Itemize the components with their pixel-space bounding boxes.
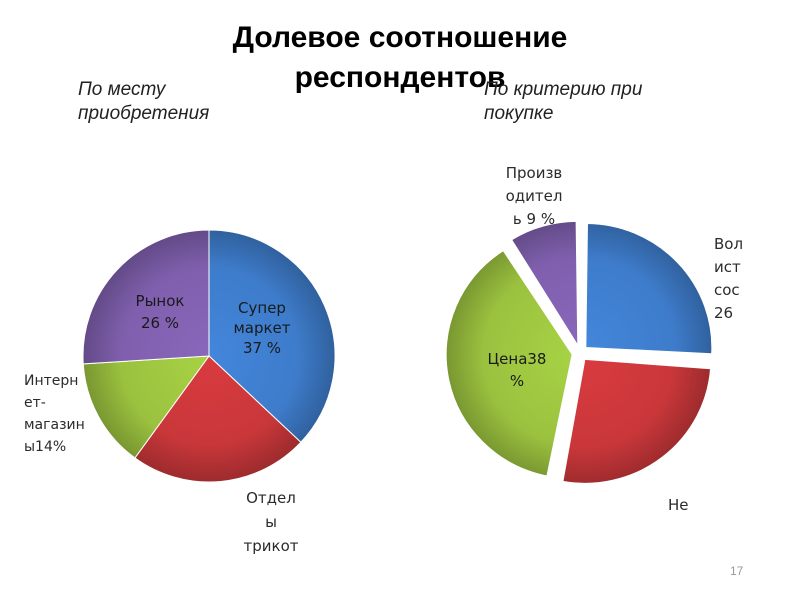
slice-label: Супер маркет 37 % xyxy=(233,299,290,357)
slice-label-line: трикот xyxy=(244,537,299,555)
slice-label: Не xyxy=(668,496,689,514)
pie-slice xyxy=(445,249,573,477)
slice-label: Интерн ет-магазин ы14% xyxy=(24,373,85,455)
pie-slice xyxy=(585,223,713,355)
slice-label-line: ист xyxy=(714,258,741,276)
slice-label-line: ет- xyxy=(24,395,46,411)
slice-label-line: Вол xyxy=(714,235,743,253)
slice-label-line: ы14% xyxy=(24,439,66,455)
slice-label-line: Отдел xyxy=(246,489,296,507)
pie-slice xyxy=(510,220,579,348)
slide-title: Долевое соотношение респондентов xyxy=(232,21,568,94)
slice-label-line: Рынок xyxy=(136,292,185,310)
left-pie-chart: Супер маркет 37 % Отдел ы трикот Интерн ет-мага… xyxy=(24,229,336,555)
slice-label-line: сос xyxy=(714,281,740,299)
slice-label: Рынок 26 % xyxy=(136,292,185,332)
right-chart-subtitle: По критерию при покупке xyxy=(484,79,643,124)
slice-label-line: 37 % xyxy=(243,339,281,357)
slice-label-line: маркет xyxy=(233,319,290,337)
slice-label: Произв одител ь 9 % xyxy=(506,164,563,228)
slice-label-line: ы xyxy=(265,513,277,531)
slice-label-line: Супер xyxy=(238,299,286,317)
slice-label-line: % xyxy=(510,372,524,390)
pie-slice xyxy=(562,358,712,484)
slice-label-line: ь 9 % xyxy=(513,210,555,228)
slice-label-line: 26 xyxy=(714,304,733,322)
pie-slice xyxy=(134,355,302,483)
pie-slice xyxy=(82,229,210,365)
right-pie-chart: Вол ист сос 26 Не Цена38 % Произв одител ь 9 % xyxy=(445,164,743,514)
page-number: 17 xyxy=(730,564,744,578)
slice-label-line: Интерн xyxy=(24,373,78,389)
slice-label: Цена38% xyxy=(488,350,547,390)
slice-label-line: Цена38 xyxy=(488,350,547,368)
left-chart-subtitle: По месту приобретения xyxy=(78,79,210,124)
slice-label: Отдел ы трикот xyxy=(244,489,299,555)
slice-label-line: 26 % xyxy=(141,314,179,332)
slice-label-line: магазин xyxy=(24,417,85,433)
slice-label-line: одител xyxy=(506,187,563,205)
slice-label-line: Не xyxy=(668,496,689,514)
slice-label: Вол ист сос 26 xyxy=(714,235,743,322)
slice-label-line: Произв xyxy=(506,164,563,182)
pie-slice xyxy=(208,229,336,443)
pie-slice xyxy=(82,355,211,459)
